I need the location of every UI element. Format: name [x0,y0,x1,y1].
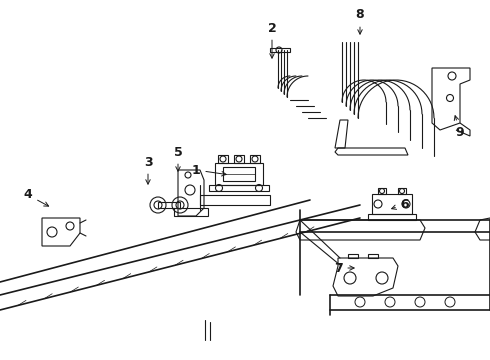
Text: 7: 7 [334,261,354,274]
Text: 8: 8 [356,9,364,34]
Text: 2: 2 [268,22,276,58]
Text: 5: 5 [173,145,182,171]
Text: 1: 1 [192,163,226,176]
Text: 9: 9 [454,116,465,139]
Text: 6: 6 [392,198,409,211]
Text: 3: 3 [144,156,152,184]
Text: 4: 4 [24,189,49,206]
